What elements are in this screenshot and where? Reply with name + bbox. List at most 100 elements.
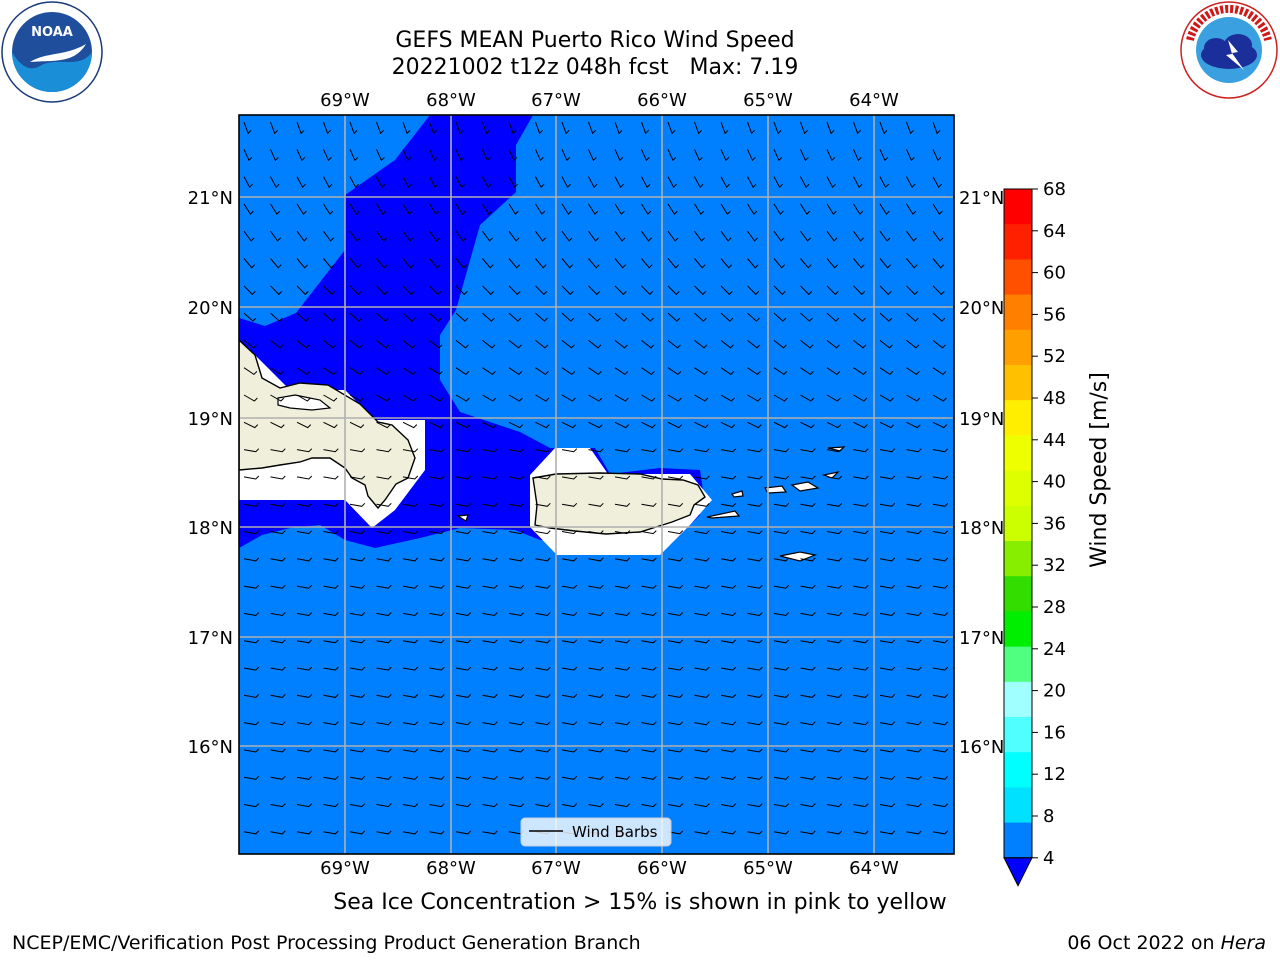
wind-barb	[243, 830, 260, 835]
wind-barb	[455, 830, 472, 835]
wind-barb	[879, 530, 896, 535]
wind-barb	[296, 285, 309, 296]
wind-barb	[243, 721, 260, 726]
wind-barb	[482, 612, 498, 617]
wind-barb	[906, 530, 922, 535]
wind-barb	[800, 285, 813, 296]
wind-barb	[508, 721, 525, 726]
wind-barb	[376, 666, 392, 671]
wind-barb	[323, 394, 338, 402]
wind-barb	[349, 557, 366, 562]
wind-barb	[376, 121, 384, 135]
wind-barb	[402, 830, 419, 835]
lon-label-top: 69°W	[320, 90, 370, 111]
wind-barb	[932, 312, 946, 322]
wind-barb	[482, 394, 497, 402]
wind-barb	[614, 230, 626, 242]
wind-barb	[323, 775, 339, 780]
wind-barb	[773, 394, 788, 402]
wind-barb	[853, 121, 861, 135]
wind-barb	[296, 394, 311, 402]
wind-barb	[641, 694, 657, 698]
wind-barb	[243, 149, 253, 162]
wind-barb	[641, 394, 656, 402]
wind-barb	[906, 584, 922, 589]
wind-barb	[349, 530, 366, 535]
wind-barb	[773, 748, 790, 753]
wind-barb	[243, 258, 256, 269]
wind-barb	[243, 312, 257, 322]
wind-barb	[853, 666, 869, 671]
wind-barb	[429, 666, 445, 671]
wind-barb	[296, 258, 309, 269]
wind-barb	[270, 748, 286, 753]
wind-barb	[641, 421, 656, 429]
wind-barb	[694, 203, 705, 215]
wind-barb	[323, 666, 339, 671]
wind-barb	[455, 394, 470, 402]
island-mona	[456, 514, 469, 522]
wind-barb	[932, 367, 947, 376]
wind-barb	[535, 557, 551, 562]
noaa-logo-icon: NOAA	[1, 1, 103, 103]
wind-barb	[614, 203, 625, 215]
wind-barb	[349, 830, 366, 835]
wind-barb	[773, 121, 782, 135]
lat-label-right: 20°N	[959, 298, 1004, 319]
wind-barb	[455, 230, 467, 242]
wind-barb	[932, 748, 949, 753]
wind-barb	[402, 721, 419, 726]
wind-barb	[667, 475, 684, 480]
wind-barb	[667, 666, 684, 671]
wind-barb	[376, 394, 391, 402]
wind-barb	[800, 557, 816, 562]
wind-barb	[773, 721, 790, 726]
colorbar-tick-label: 40	[1043, 472, 1066, 493]
wind-barb	[614, 176, 624, 189]
wind-barb	[773, 557, 790, 562]
wind-barb	[508, 530, 525, 535]
wind-barb	[588, 639, 604, 644]
wind-barb	[296, 121, 305, 135]
wind-barb	[720, 149, 730, 162]
wind-barb	[720, 830, 737, 835]
wind-barb	[800, 340, 814, 349]
wind-barb	[561, 803, 578, 808]
wind-barb	[323, 748, 339, 753]
wind-barb	[535, 721, 551, 726]
wind-barb	[482, 312, 495, 322]
wind-barb	[482, 530, 498, 535]
wind-barb	[800, 176, 810, 189]
wind-barb	[508, 285, 521, 296]
wind-barb	[402, 775, 419, 780]
wind-barb	[296, 367, 311, 376]
wind-barb	[773, 830, 790, 835]
colorbar-segment	[1004, 787, 1032, 824]
colorbar-extend-arrow	[1003, 857, 1033, 887]
wind-barb	[720, 721, 737, 726]
wind-barb	[720, 639, 737, 644]
wind-barb	[270, 803, 286, 808]
wind-barb	[429, 285, 442, 296]
lon-label-top: 68°W	[426, 90, 476, 111]
wind-barb	[323, 258, 335, 269]
wind-barb	[826, 149, 836, 162]
wind-barb	[747, 748, 763, 753]
wind-barb	[826, 748, 843, 753]
wind-barb	[349, 230, 361, 242]
wind-barb	[296, 557, 313, 562]
wind-barb	[694, 176, 704, 189]
wind-barb	[720, 584, 737, 589]
wind-barb	[508, 203, 519, 215]
wind-barb	[773, 502, 790, 507]
wind-barb	[270, 258, 282, 269]
wind-barb	[641, 666, 657, 671]
wind-barb	[561, 203, 572, 215]
wind-barb	[429, 394, 444, 402]
wind-barb	[296, 176, 306, 189]
wind-barb	[482, 176, 492, 189]
wind-barb	[482, 285, 495, 296]
wind-barb	[349, 775, 366, 780]
wind-barb	[853, 285, 866, 296]
wind-barb	[906, 502, 922, 507]
